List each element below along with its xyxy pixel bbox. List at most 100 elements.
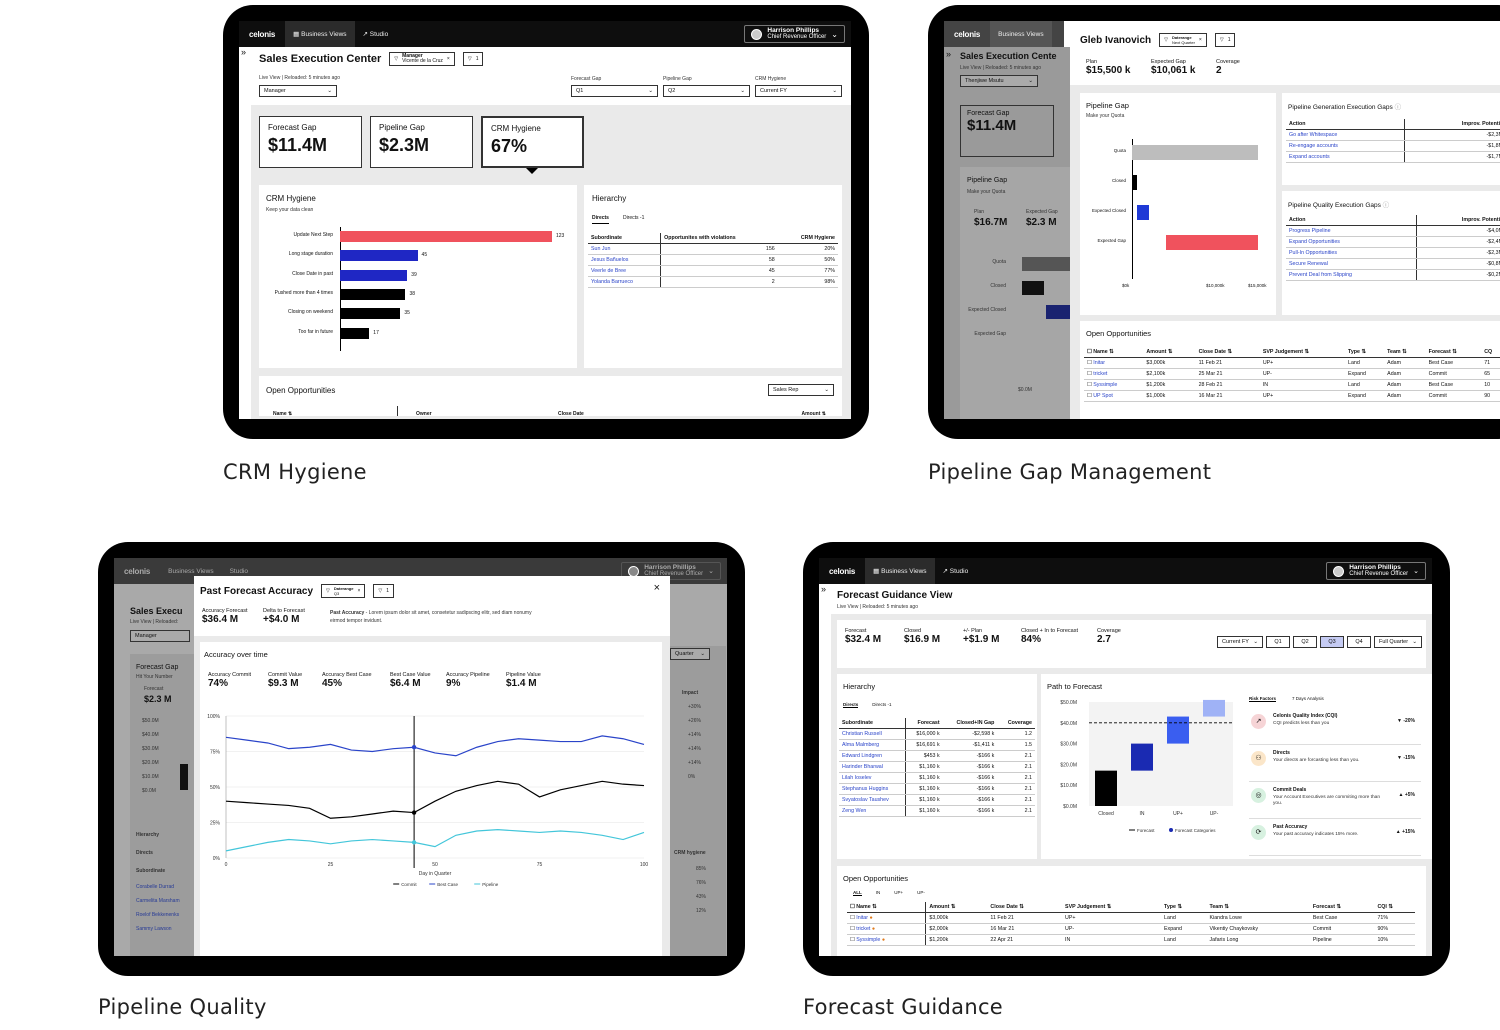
table-row[interactable]: Pull-In Opportunities-$2,3M [1286, 247, 1500, 259]
bar[interactable] [340, 250, 418, 262]
table-row[interactable]: Harinder Bharwal $1,160 k -$166 k 2.1 [839, 761, 1035, 773]
table-row[interactable]: Secure Renewal-$0,8M [1286, 258, 1500, 270]
table-row[interactable]: Jesus Bañuelos 58 50% [588, 254, 838, 266]
waterfall-bar[interactable] [1167, 716, 1189, 744]
risk-factor-item[interactable]: ⚇ Directs Your directs are forcasting less… [1249, 745, 1421, 782]
bar[interactable] [340, 269, 408, 281]
series-line-pipeline[interactable] [225, 828, 645, 852]
filter-count-button[interactable]: ▽ 1 [462, 52, 484, 66]
col-type[interactable]: Type ⇅ [1345, 347, 1385, 358]
col-violations[interactable]: Opportunites with violations [660, 233, 778, 244]
table-row[interactable]: Edward Lindgren $453 k -$166 k 2.1 [839, 750, 1035, 762]
tab-business-views[interactable]: ▦ Business Views [285, 21, 355, 47]
tab-directs-minus-1[interactable]: Directs -1 [622, 215, 645, 221]
close-icon[interactable]: × [1198, 37, 1202, 43]
col-forecast[interactable]: Forecast ⇅ [1425, 347, 1482, 358]
daterange-filter-chip[interactable]: ▽ Daterange Next Quarter × [1159, 33, 1207, 47]
col-name[interactable]: ☐ Name ⇅ [847, 902, 926, 913]
waterfall-bar[interactable] [1095, 770, 1117, 806]
expand-rail-icon[interactable]: » [946, 49, 952, 59]
tab-studio[interactable]: ↗ Studio [362, 30, 389, 39]
table-row[interactable]: Lilah Ioselev $1,160 k -$166 k 2.1 [839, 772, 1035, 784]
table-row[interactable]: Expand accounts-$1,7M [1286, 151, 1500, 163]
table-row[interactable]: ☐ Initar $3,000k 11 Feb 21 UP+ Land Adam Best … [1084, 357, 1500, 369]
tab-risk-factors[interactable]: Risk Factors [1249, 696, 1277, 702]
expand-rail-icon[interactable]: » [239, 47, 249, 419]
col-team[interactable]: Team ⇅ [1206, 902, 1310, 913]
quarter-q2[interactable]: Q2 [1293, 636, 1317, 648]
table-row[interactable]: Alma Malmberg $16,691 k -$1,411 k 1.5 [839, 739, 1035, 751]
table-row[interactable]: Christian Russell $16,000 k -$2,598 k 1.2 [839, 728, 1035, 740]
table-row[interactable]: ☐ tricket ● $2,000k 16 Mar 21 UP- Expand Vike… [847, 923, 1415, 935]
tab-business-views[interactable]: Business Views [990, 21, 1052, 47]
tab-up-plus[interactable]: UP+ [894, 890, 904, 895]
col-amount[interactable]: Amount ⇅ [925, 902, 988, 913]
sales-rep-select[interactable]: Sales Rep ⌄ [768, 384, 834, 396]
col-owner[interactable]: Owner [416, 411, 432, 417]
col-close-date[interactable]: Close Date [558, 411, 584, 417]
tab-business-views[interactable]: Business Views [168, 567, 214, 575]
table-row[interactable]: ☐ UP Spot $1,000k 16 Mar 21 UP+ Expand Adam Co… [1084, 390, 1500, 402]
col-type[interactable]: Type ⇅ [1161, 902, 1207, 913]
series-line-commit[interactable] [225, 780, 645, 819]
table-row[interactable]: ☐ Syssimple ● $1,200k 22 Apr 21 IN Land Jafar… [847, 934, 1415, 946]
close-icon[interactable]: × [446, 56, 450, 62]
daterange-filter-chip[interactable]: ▽ Daterange Q3 × [321, 584, 366, 598]
crm-hygiene-card[interactable]: CRM Hygiene 67% [481, 116, 584, 168]
pipeline-gap-card[interactable]: Pipeline Gap $2.3M [370, 116, 473, 168]
table-row[interactable]: Go after Whitespace-$2,3M [1286, 129, 1500, 141]
manager-select[interactable]: Manager ⌄ [259, 85, 337, 97]
forecast-gap-card[interactable]: Forecast Gap $11.4M [259, 116, 362, 168]
close-icon[interactable]: × [357, 588, 361, 594]
forecast-gap-select[interactable]: Q1 ⌄ [571, 85, 658, 97]
bar[interactable] [340, 288, 406, 300]
table-row[interactable]: Expand Opportunities-$2,4M [1286, 236, 1500, 248]
risk-factor-item[interactable]: ◎ Commit Deals Your Account Executives are… [1249, 782, 1421, 819]
col-svp[interactable]: SVP Judgement ⇅ [1259, 347, 1346, 358]
bar[interactable] [340, 231, 552, 242]
table-row[interactable]: Sun Jun 156 20% [588, 243, 838, 255]
full-quarter-select[interactable]: Full Quarter ⌄ [1374, 636, 1422, 648]
waterfall-bar[interactable] [1203, 699, 1225, 717]
table-row[interactable]: ☐ tricket $2,100k 25 Mar 21 UP- Expand Adam Co… [1084, 368, 1500, 380]
col-cqi[interactable]: CQI ⇅ [1374, 902, 1415, 913]
waterfall-bar[interactable] [1131, 743, 1153, 771]
bar[interactable] [1132, 175, 1138, 190]
col-close-date[interactable]: Close Date ⇅ [987, 902, 1063, 913]
crm-hygiene-select[interactable]: Current FY ⌄ [755, 85, 842, 97]
col-subordinate[interactable]: Subordinate [588, 233, 661, 244]
table-row[interactable]: Svyatoslav Taushev $1,160 k -$166 k 2.1 [839, 794, 1035, 806]
tab-in[interactable]: IN [875, 890, 881, 895]
manager-filter-chip[interactable]: ▽ Manager Vicente de la Cruz × [389, 52, 455, 66]
table-row[interactable]: ☐ Syssimple $1,200k 28 Feb 21 IN Land Adam Bes… [1084, 379, 1500, 391]
bg-forecast-card[interactable]: Forecast Gap $11.4M [960, 105, 1054, 157]
risk-factor-item[interactable]: ↗ Celonis Quality Index (CQI) CQI predicts… [1249, 708, 1421, 745]
table-row[interactable]: Yolanda Barrueco 2 98% [588, 276, 838, 288]
user-menu[interactable]: Harrison Phillips Chief Revenue Officer ⌄ [1326, 562, 1426, 580]
tab-directs-minus-1[interactable]: Directs -1 [872, 702, 892, 707]
col-close-date[interactable]: Close Date ⇅ [1195, 347, 1260, 358]
tab-directs[interactable]: Directs [843, 702, 859, 708]
tab-up-minus[interactable]: UP- [917, 890, 925, 895]
fy-select[interactable]: Current FY ⌄ [1217, 636, 1263, 648]
table-row[interactable]: Zeng Wen $1,160 k -$166 k 2.1 [839, 805, 1035, 817]
filter-count-button[interactable]: ▽ 1 [1214, 33, 1236, 47]
col-svp[interactable]: SVP Judgement ⇅ [1062, 902, 1162, 913]
table-row[interactable]: Stephanus Huggins $1,160 k -$166 k 2.1 [839, 783, 1035, 795]
col-name[interactable]: ☐ Name ⇅ [1084, 347, 1144, 358]
quarter-q3[interactable]: Q3 [1320, 636, 1344, 648]
tab-all[interactable]: ALL [853, 890, 862, 896]
col-amount[interactable]: Amount ⇅ [801, 411, 826, 417]
modal-close-icon[interactable]: × [653, 582, 660, 594]
bar[interactable] [340, 327, 370, 339]
table-row[interactable]: Veerle de Bree 45 77% [588, 265, 838, 277]
table-row[interactable]: Prevent Deal from Slipping-$0,2M [1286, 269, 1500, 281]
pipeline-gap-select[interactable]: Q2 ⌄ [663, 85, 750, 97]
tab-studio[interactable]: ↗ Studio [942, 567, 969, 576]
info-icon[interactable]: ⓘ [1382, 202, 1390, 209]
col-crm-hygiene[interactable]: CRM Hygiene [777, 233, 838, 244]
filter-count-button[interactable]: ▽ 1 [373, 584, 395, 598]
bar[interactable] [1132, 145, 1258, 160]
quarter-q1[interactable]: Q1 [1266, 636, 1290, 648]
col-forecast[interactable]: Forecast ⇅ [1309, 902, 1375, 913]
